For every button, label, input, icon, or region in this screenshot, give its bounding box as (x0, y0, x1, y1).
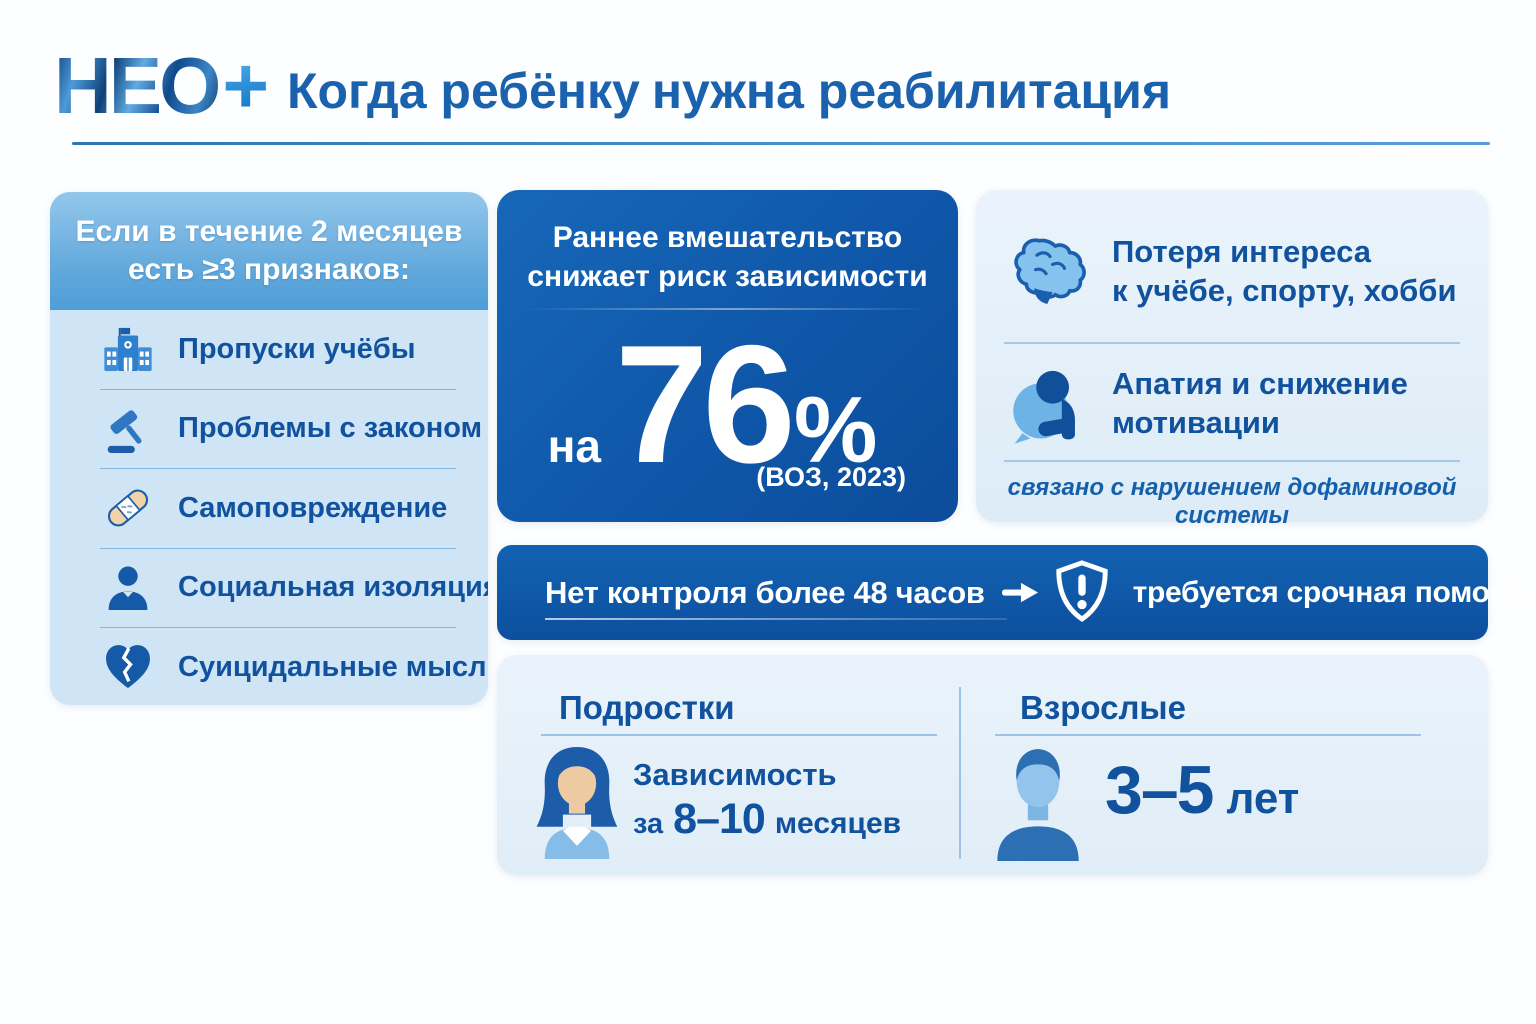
criteria-item-label: Пропуски учёбы (178, 332, 416, 365)
criteria-heading-line1: Если в течение 2 месяцев (75, 215, 463, 248)
timeline-divider (959, 687, 961, 859)
page-title-rest: нужна реабилитация (651, 63, 1172, 119)
shield-alert-icon (1051, 559, 1113, 627)
criteria-heading: Если в течение 2 месяцев есть ≥3 признак… (50, 192, 488, 310)
criteria-item-label: Самоповреждение (178, 491, 448, 524)
adult-man-avatar (978, 741, 1098, 861)
symptoms-footnote: связано с нарушением дофаминовой системы (1007, 474, 1457, 529)
alert-action: требуется срочная помощь (1132, 575, 1534, 609)
list-item: Социальная изоляция (100, 549, 488, 628)
list-item: Пропуски учёбы (100, 310, 456, 390)
alert-condition: Нет контроля более 48 часов (545, 574, 985, 610)
stat-card: Раннее вмешательство снижает риск зависи… (497, 190, 958, 522)
neo-plus-logo: НЕО + (54, 46, 269, 126)
header-divider (72, 142, 1490, 145)
person-icon (100, 560, 156, 616)
apathy-icon (1006, 359, 1094, 447)
criteria-item-label: Проблемы с законом (178, 412, 483, 445)
teens-underline (541, 734, 937, 736)
symptom-text: Апатия и снижение мотивации (1112, 364, 1408, 442)
list-item: Суицидальные мысли (100, 628, 488, 705)
list-item: Апатия и снижение мотивации (1006, 358, 1462, 448)
stat-value-prefix: на (547, 420, 601, 472)
stat-value-number: 76 (614, 310, 796, 498)
adults-underline (995, 734, 1421, 736)
teens-title: Подростки (559, 689, 735, 726)
criteria-item-label: Социальная изоляция (178, 571, 488, 604)
teens-duration-prefix: за (633, 808, 664, 840)
logo-text: НЕО (54, 41, 221, 130)
alert-underline (545, 618, 1007, 620)
symptom-line1: Потеря интереса (1112, 234, 1371, 269)
stat-value-percent: % (793, 377, 878, 482)
list-item: Самоповреждение (100, 469, 456, 549)
arrow-right-icon (1001, 580, 1039, 606)
teens-line1: Зависимость (633, 757, 837, 792)
school-icon (100, 321, 156, 377)
alert-banner: Нет контроля более 48 часов требуется ср… (497, 545, 1533, 640)
brain-icon (1006, 227, 1094, 315)
adults-duration: 3–5 лет (1105, 751, 1299, 829)
bandage-icon (100, 480, 156, 536)
symptoms-divider (1004, 460, 1460, 462)
symptom-line2: мотивации (1112, 405, 1280, 440)
broken-heart-icon (100, 639, 156, 695)
stat-card-divider (525, 308, 930, 310)
criteria-heading-line2: есть ≥3 признаков: (128, 253, 410, 286)
adults-duration-value: 3–5 (1105, 752, 1214, 828)
symptom-text: Потеря интереса к учёбе, спорту, хобби (1112, 232, 1457, 310)
symptom-line2: к учёбе, спорту, хобби (1112, 273, 1457, 308)
criteria-item-label: Суицидальные мысли (178, 650, 488, 683)
teen-girl-avatar (525, 743, 629, 859)
adults-title: Взрослые (1020, 689, 1186, 726)
page-title-emphasis: Когда ребёнку (287, 63, 640, 119)
teens-duration: за 8–10 месяцев (633, 795, 901, 844)
timeline-panel: Подростки Зависимость за 8–10 месяцев Вз… (497, 655, 1488, 875)
logo-plus-icon: + (222, 41, 270, 130)
criteria-list: Пропуски учёбы Проблемы с законом (50, 310, 488, 705)
list-item: Проблемы с законом (100, 390, 482, 469)
adults-duration-suffix: лет (1226, 774, 1300, 823)
stat-source: (ВОЗ, 2023) (756, 462, 906, 492)
stat-heading-line2: снижает риск зависимости (527, 260, 928, 293)
teens-duration-value: 8–10 (673, 795, 766, 843)
stat-heading-line1: Раннее вмешательство (552, 221, 903, 254)
criteria-panel: Если в течение 2 месяцев есть ≥3 признак… (50, 192, 488, 705)
symptoms-panel: Потеря интереса к учёбе, спорту, хобби А… (976, 190, 1488, 529)
page-title: Когда ребёнку нужна реабилитация (287, 64, 1171, 119)
gavel-icon (100, 401, 156, 457)
teens-duration-suffix: месяцев (774, 807, 902, 840)
stat-value: на 76 % (497, 320, 928, 488)
stat-card-heading: Раннее вмешательство снижает риск зависи… (497, 218, 958, 296)
symptoms-divider (1004, 342, 1460, 344)
list-item: Потеря интереса к учёбе, спорту, хобби (1006, 226, 1462, 316)
symptom-line1: Апатия и снижение (1112, 366, 1408, 401)
